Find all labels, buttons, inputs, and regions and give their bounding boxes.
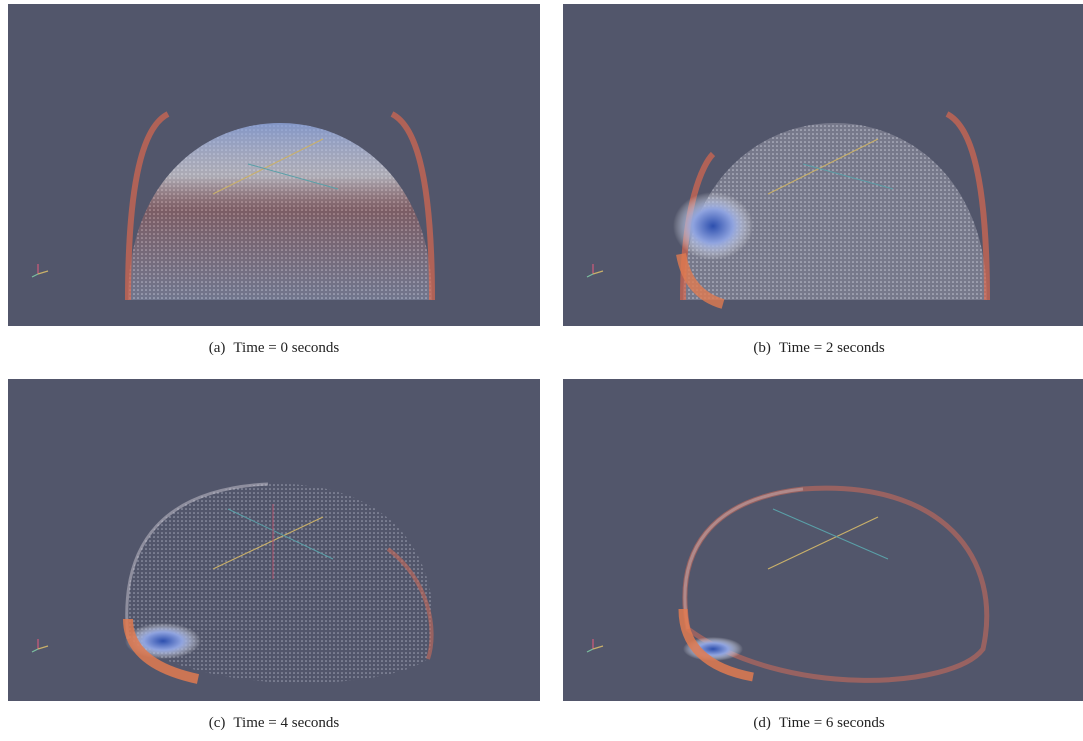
render-panel [8,379,540,701]
render-panel [563,379,1083,701]
caption: (d) Time = 6 seconds [553,715,1083,732]
caption-text: Time = 0 seconds [233,340,339,356]
caption-label: (c) [209,715,226,731]
caption-text: Time = 4 seconds [233,715,339,731]
caption-label: (a) [209,340,226,356]
render-panel [8,4,540,326]
figure: {"panels": [ {"label": "(a)", "caption":… [0,0,1083,741]
caption: (a) Time = 0 seconds [8,340,540,357]
caption-label: (d) [753,715,771,731]
caption-label: (b) [753,340,771,356]
caption: (b) Time = 2 seconds [553,340,1083,357]
render-panel [563,4,1083,326]
caption-text: Time = 6 seconds [779,715,885,731]
caption: (c) Time = 4 seconds [8,715,540,732]
caption-text: Time = 2 seconds [779,340,885,356]
